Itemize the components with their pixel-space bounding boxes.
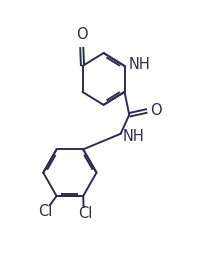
Text: O: O [150, 103, 162, 118]
Text: NH: NH [128, 57, 150, 72]
Text: Cl: Cl [38, 204, 53, 219]
Text: NH: NH [122, 129, 144, 144]
Text: Cl: Cl [78, 206, 92, 221]
Text: O: O [76, 27, 87, 42]
